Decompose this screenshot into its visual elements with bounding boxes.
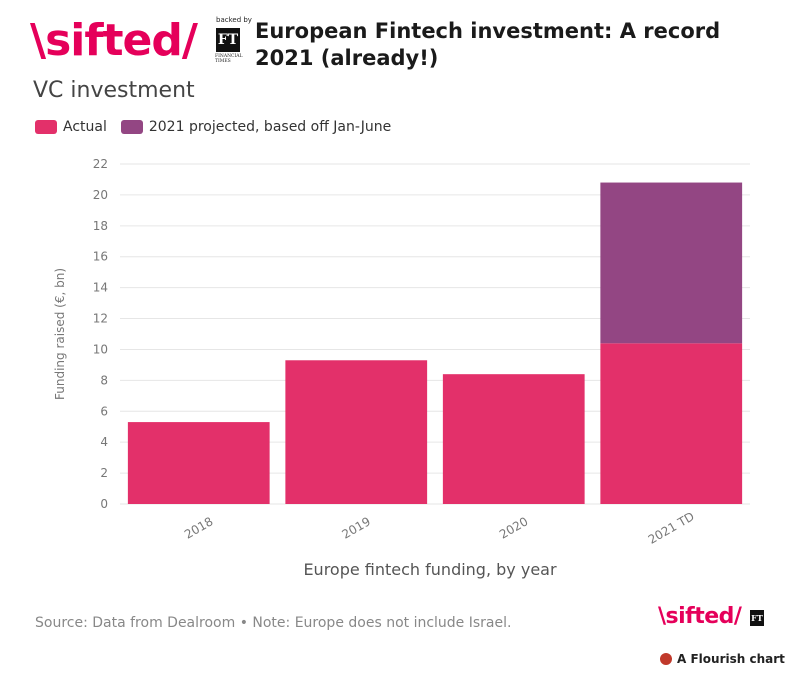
y-tick-label: 22	[93, 157, 108, 171]
flourish-icon	[660, 653, 672, 665]
y-tick-label: 12	[93, 312, 108, 326]
x-tick-label: 2021 TD	[646, 509, 697, 547]
source-note: Source: Data from Dealroom • Note: Europ…	[35, 615, 512, 631]
flourish-credit[interactable]: A Flourish chart	[660, 652, 785, 666]
bar-actual	[600, 343, 743, 504]
y-tick-label: 18	[93, 219, 108, 233]
ft-logo-subtext: FINANCIAL TIMES	[215, 54, 243, 64]
y-tick-label: 14	[93, 281, 108, 295]
bar-chart: 0 2 4 6 8 10 12 14 16 18 20 22 Funding raised (€, bn…	[53, 157, 750, 547]
ft-logo: FT FINANCIAL TIMES	[215, 26, 243, 66]
y-tick-label: 2	[100, 466, 108, 480]
footer-ft-logo: FT	[750, 610, 764, 626]
y-tick-label: 8	[100, 373, 108, 387]
bar-actual	[442, 374, 585, 504]
backed-by-label: backed by	[216, 16, 252, 24]
x-tick-label: 2019	[340, 514, 373, 541]
bar-projected	[600, 182, 743, 344]
y-tick-label: 20	[93, 188, 108, 202]
x-tick-label: 2018	[182, 514, 215, 541]
chart-subtitle: VC investment	[33, 78, 195, 103]
flourish-label: A Flourish chart	[677, 652, 785, 666]
y-tick-label: 0	[100, 497, 108, 511]
header: \sifted/ backed by FT FINANCIAL TIMES Eu…	[30, 12, 790, 82]
legend-item-actual[interactable]: Actual	[35, 119, 107, 135]
y-tick-label: 4	[100, 435, 108, 449]
legend-swatch-actual	[35, 120, 57, 134]
x-tick-label: 2020	[497, 514, 530, 541]
legend-label-projected: 2021 projected, based off Jan-June	[148, 119, 392, 135]
y-tick-label: 6	[100, 404, 108, 418]
footer-sifted-logo: \sifted/	[658, 604, 742, 629]
y-axis-title: Funding raised (€, bn)	[53, 268, 67, 400]
chart-title: European Fintech investment: A record 20…	[255, 19, 721, 70]
legend-swatch-projected	[120, 120, 143, 134]
y-tick-label: 16	[93, 250, 108, 264]
footer-logo[interactable]: \sifted/ FT	[658, 604, 778, 634]
y-tick-label: 10	[93, 342, 108, 356]
bar-actual	[127, 422, 270, 504]
legend-item-projected[interactable]: 2021 projected, based off Jan-June	[120, 119, 392, 135]
legend-label-actual: Actual	[63, 119, 107, 135]
x-axis-title: Europe fintech funding, by year	[303, 560, 557, 579]
legend: Actual 2021 projected, based off Jan-Jun…	[35, 119, 405, 135]
ft-logo-mark: FT	[216, 28, 240, 52]
bar-actual	[285, 360, 428, 504]
sifted-logo[interactable]: \sifted/	[30, 15, 198, 66]
